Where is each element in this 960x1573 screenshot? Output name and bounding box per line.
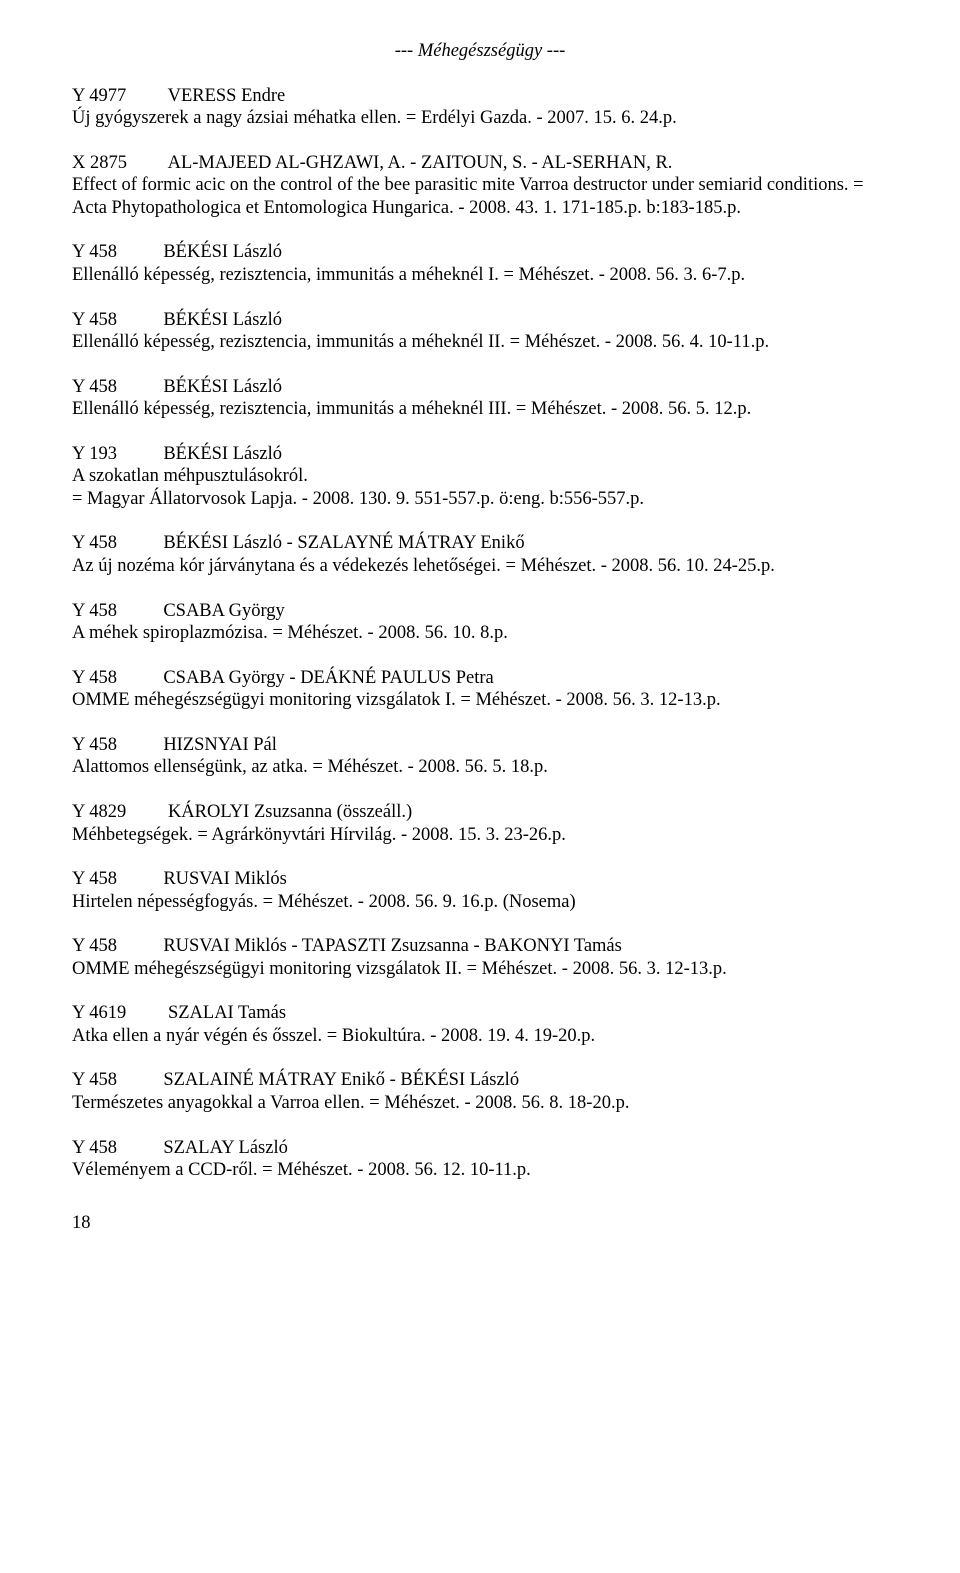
entry-body: Méhbetegségek. = Agrárkönyvtári Hírvilág…	[72, 824, 888, 847]
entry-code: Y 4977	[72, 86, 168, 106]
bibliography-entry: Y 4619 SZALAI TamásAtka ellen a nyár vég…	[72, 1002, 888, 1047]
entry-authors: HIZSNYAI Pál	[163, 735, 277, 755]
entry-header: Y 458 BÉKÉSI László	[72, 241, 888, 264]
entry-authors: CSABA György - DEÁKNÉ PAULUS Petra	[163, 668, 493, 688]
entry-body: Az új nozéma kór járványtana és a védeke…	[72, 555, 888, 578]
entry-body: OMME méhegészségügyi monitoring vizsgála…	[72, 689, 888, 712]
entry-authors: BÉKÉSI László	[163, 310, 282, 330]
bibliography-entry: Y 458 SZALAY LászlóVéleményem a CCD-ről.…	[72, 1137, 888, 1182]
entry-authors: BÉKÉSI László	[163, 444, 282, 464]
bibliography-entry: Y 458 RUSVAI MiklósHirtelen népességfogy…	[72, 868, 888, 913]
entries-list: Y 4977 VERESS EndreÚj gyógyszerek a nagy…	[72, 85, 888, 1182]
entry-header: Y 458 CSABA György	[72, 600, 888, 623]
entry-header: Y 458 HIZSNYAI Pál	[72, 734, 888, 757]
entry-authors: BÉKÉSI László - SZALAYNÉ MÁTRAY Enikő	[163, 533, 524, 553]
entry-body: Hirtelen népességfogyás. = Méhészet. - 2…	[72, 891, 888, 914]
bibliography-entry: Y 4977 VERESS EndreÚj gyógyszerek a nagy…	[72, 85, 888, 130]
entry-code: Y 458	[72, 310, 163, 330]
entry-authors: RUSVAI Miklós - TAPASZTI Zsuzsanna - BAK…	[163, 936, 622, 956]
entry-code: Y 458	[72, 735, 163, 755]
entry-authors: SZALAY László	[163, 1138, 288, 1158]
entry-code: Y 458	[72, 1138, 163, 1158]
entry-authors: RUSVAI Miklós	[163, 869, 287, 889]
entry-body: A szokatlan méhpusztulásokról. = Magyar …	[72, 465, 888, 510]
bibliography-entry: Y 458 HIZSNYAI PálAlattomos ellenségünk,…	[72, 734, 888, 779]
entry-header: X 2875 AL-MAJEED AL-GHZAWI, A. - ZAITOUN…	[72, 152, 888, 175]
entry-authors: BÉKÉSI László	[163, 377, 282, 397]
section-heading: --- Méhegészségügy ---	[72, 40, 888, 63]
bibliography-entry: X 2875 AL-MAJEED AL-GHZAWI, A. - ZAITOUN…	[72, 152, 888, 220]
entry-header: Y 458 CSABA György - DEÁKNÉ PAULUS Petra	[72, 667, 888, 690]
bibliography-entry: Y 458 CSABA GyörgyA méhek spiroplazmózis…	[72, 600, 888, 645]
page-number: 18	[72, 1212, 888, 1235]
entry-body: Ellenálló képesség, rezisztencia, immuni…	[72, 264, 888, 287]
entry-header: Y 458 SZALAY László	[72, 1137, 888, 1160]
entry-code: Y 458	[72, 377, 163, 397]
entry-body: Ellenálló képesség, rezisztencia, immuni…	[72, 398, 888, 421]
entry-code: Y 458	[72, 869, 163, 889]
entry-body: Természetes anyagokkal a Varroa ellen. =…	[72, 1092, 888, 1115]
entry-authors: AL-MAJEED AL-GHZAWI, A. - ZAITOUN, S. - …	[168, 153, 673, 173]
entry-code: Y 458	[72, 242, 163, 262]
entry-header: Y 193 BÉKÉSI László	[72, 443, 888, 466]
entry-authors: SZALAI Tamás	[168, 1003, 286, 1023]
entry-code: X 2875	[72, 153, 168, 173]
bibliography-entry: Y 458 SZALAINÉ MÁTRAY Enikő - BÉKÉSI Lás…	[72, 1069, 888, 1114]
entry-header: Y 4619 SZALAI Tamás	[72, 1002, 888, 1025]
entry-body: Effect of formic acic on the control of …	[72, 174, 888, 219]
entry-body: A méhek spiroplazmózisa. = Méhészet. - 2…	[72, 622, 888, 645]
entry-body: Véleményem a CCD-ről. = Méhészet. - 2008…	[72, 1159, 888, 1182]
entry-body: Atka ellen a nyár végén és ősszel. = Bio…	[72, 1025, 888, 1048]
bibliography-entry: Y 458 BÉKÉSI László - SZALAYNÉ MÁTRAY En…	[72, 532, 888, 577]
bibliography-entry: Y 458 BÉKÉSI LászlóEllenálló képesség, r…	[72, 241, 888, 286]
entry-code: Y 4829	[72, 802, 168, 822]
entry-code: Y 458	[72, 1070, 163, 1090]
entry-header: Y 458 RUSVAI Miklós - TAPASZTI Zsuzsanna…	[72, 935, 888, 958]
entry-body: Ellenálló képesség, rezisztencia, immuni…	[72, 331, 888, 354]
entry-header: Y 458 RUSVAI Miklós	[72, 868, 888, 891]
entry-header: Y 458 SZALAINÉ MÁTRAY Enikő - BÉKÉSI Lás…	[72, 1069, 888, 1092]
entry-code: Y 458	[72, 668, 163, 688]
entry-body: OMME méhegészségügyi monitoring vizsgála…	[72, 958, 888, 981]
entry-header: Y 458 BÉKÉSI László	[72, 376, 888, 399]
entry-header: Y 458 BÉKÉSI László - SZALAYNÉ MÁTRAY En…	[72, 532, 888, 555]
entry-code: Y 458	[72, 533, 163, 553]
entry-code: Y 4619	[72, 1003, 168, 1023]
entry-authors: KÁROLYI Zsuzsanna (összeáll.)	[168, 802, 412, 822]
entry-authors: VERESS Endre	[168, 86, 286, 106]
entry-code: Y 458	[72, 936, 163, 956]
entry-authors: BÉKÉSI László	[163, 242, 282, 262]
entry-body: Alattomos ellenségünk, az atka. = Méhész…	[72, 756, 888, 779]
bibliography-entry: Y 458 RUSVAI Miklós - TAPASZTI Zsuzsanna…	[72, 935, 888, 980]
entry-header: Y 4829 KÁROLYI Zsuzsanna (összeáll.)	[72, 801, 888, 824]
bibliography-entry: Y 458 BÉKÉSI LászlóEllenálló képesség, r…	[72, 376, 888, 421]
entry-authors: CSABA György	[163, 601, 284, 621]
entry-header: Y 458 BÉKÉSI László	[72, 309, 888, 332]
entry-code: Y 458	[72, 601, 163, 621]
entry-code: Y 193	[72, 444, 163, 464]
bibliography-entry: Y 4829 KÁROLYI Zsuzsanna (összeáll.)Méhb…	[72, 801, 888, 846]
entry-header: Y 4977 VERESS Endre	[72, 85, 888, 108]
bibliography-entry: Y 193 BÉKÉSI LászlóA szokatlan méhpusztu…	[72, 443, 888, 511]
entry-body: Új gyógyszerek a nagy ázsiai méhatka ell…	[72, 107, 888, 130]
bibliography-entry: Y 458 CSABA György - DEÁKNÉ PAULUS Petra…	[72, 667, 888, 712]
bibliography-entry: Y 458 BÉKÉSI LászlóEllenálló képesség, r…	[72, 309, 888, 354]
entry-authors: SZALAINÉ MÁTRAY Enikő - BÉKÉSI László	[163, 1070, 519, 1090]
